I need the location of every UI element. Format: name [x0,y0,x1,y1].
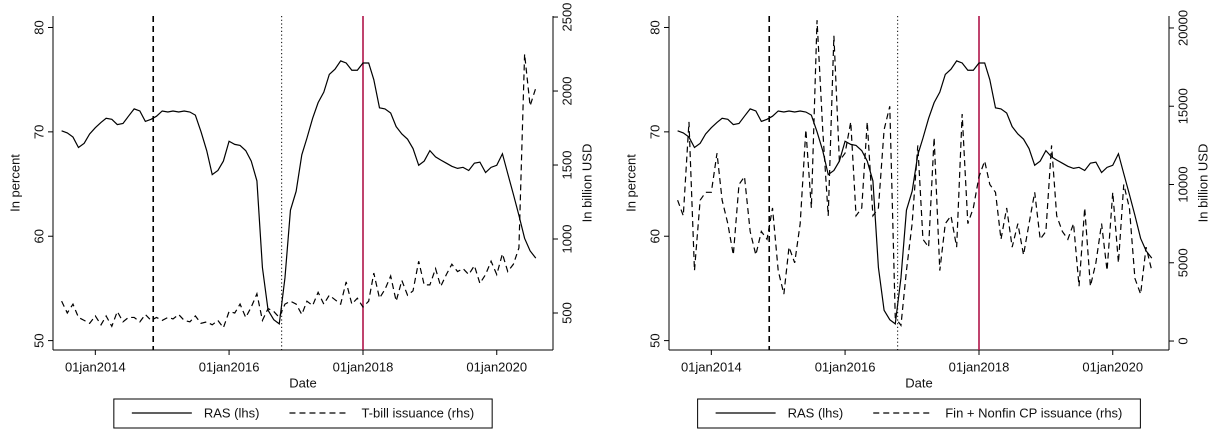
y2-tick-label: 1500 [560,151,575,180]
y-tick-label: 50 [648,333,663,347]
x-tick-label: 01jan2020 [466,360,527,375]
series-line [677,60,1153,326]
x-tick-label: 01jan2014 [681,360,742,375]
legend-label: T-bill issuance (rhs) [361,406,474,421]
series-line [677,20,1153,328]
x-tick-label: 01jan2016 [815,360,876,375]
y-tick-label: 70 [32,125,47,139]
x-tick-label: 01jan2018 [949,360,1010,375]
legend-label: RAS (lhs) [204,406,260,421]
y-tick-label: 80 [648,20,663,34]
y2-tick-label: 10000 [1176,166,1191,202]
y-tick-label: 50 [32,333,47,347]
y2-tick-label: 5000 [1176,248,1191,277]
y-axis-title: In percent [8,154,23,212]
y2-tick-label: 20000 [1176,10,1191,46]
legend-label: RAS (lhs) [788,406,844,421]
y2-tick-label: 2000 [560,77,575,106]
y2-tick-label: 2500 [560,3,575,32]
x-tick-label: 01jan2020 [1082,360,1143,375]
y2-axis-title: In billion USD [1196,144,1211,223]
y-tick-label: 70 [648,125,663,139]
y-tick-label: 60 [32,229,47,243]
series-line [61,53,537,330]
y2-tick-label: 0 [1176,337,1191,344]
x-axis-title: Date [905,376,932,391]
y2-tick-label: 15000 [1176,88,1191,124]
x-tick-label: 01jan2014 [65,360,126,375]
y-tick-label: 60 [648,229,663,243]
y2-axis-title: In billion USD [580,144,595,223]
x-axis-title: Date [289,376,316,391]
y-axis-title: In percent [624,154,639,212]
x-tick-label: 01jan2016 [199,360,260,375]
y-tick-label: 80 [32,20,47,34]
legend-label: Fin + Nonfin CP issuance (rhs) [945,406,1122,421]
y2-tick-label: 1000 [560,225,575,254]
x-tick-label: 01jan2018 [333,360,394,375]
series-line [61,60,537,326]
y2-tick-label: 500 [560,302,575,324]
